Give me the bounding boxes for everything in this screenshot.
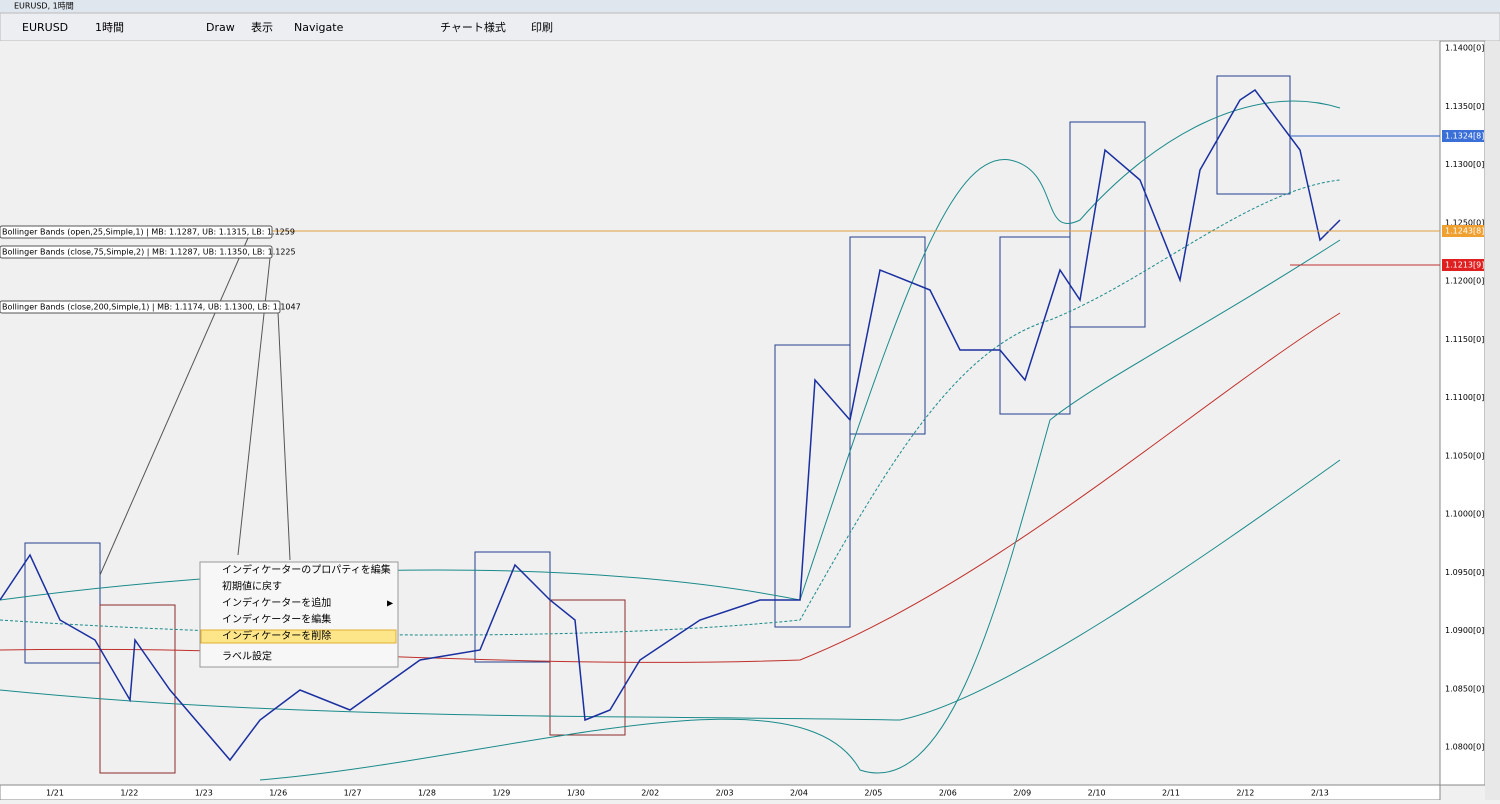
toolbar-item[interactable]: EURUSD	[22, 21, 68, 34]
menu-item[interactable]: インディケーターのプロパティを編集	[222, 563, 391, 576]
price-label: 1.1400[0]	[1445, 44, 1484, 53]
toolbar	[0, 12, 1500, 42]
price-label: 1.1100[0]	[1445, 393, 1484, 402]
indicator-label: Bollinger Bands (close,200,Simple,1) | M…	[2, 303, 301, 312]
indicator-label: Bollinger Bands (close,75,Simple,2) | MB…	[2, 248, 296, 257]
price-tag: 1.1213[9]	[1445, 261, 1484, 270]
price-tag-bg	[1442, 130, 1484, 142]
menu-item[interactable]: インディケーターを削除	[222, 629, 331, 642]
toolbar-item[interactable]: チャート様式	[440, 20, 506, 34]
title-bar	[0, 0, 1500, 13]
menu-item[interactable]: インディケーターを編集	[222, 613, 331, 626]
date-label: 1/23	[195, 789, 213, 798]
date-label: 1/21	[46, 789, 64, 798]
indicator-label-bg	[0, 225, 273, 239]
date-label: 1/30	[567, 789, 585, 798]
price-label: 1.0900[0]	[1445, 626, 1484, 635]
date-label: 2/04	[790, 789, 808, 798]
price-label: 1.0950[0]	[1445, 568, 1484, 577]
date-label: 2/06	[939, 789, 957, 798]
menu-item[interactable]: インディケーターを追加	[222, 596, 331, 609]
window-title: EURUSD, 1時間	[14, 2, 74, 11]
price-tag-bg	[1442, 225, 1484, 237]
price-label: 1.1150[0]	[1445, 335, 1484, 344]
plot-area	[0, 41, 1440, 785]
price-tag-bg	[1442, 259, 1484, 271]
toolbar-item[interactable]: 1時間	[95, 21, 124, 34]
date-label: 2/02	[641, 789, 659, 798]
date-label: 1/26	[269, 789, 287, 798]
date-label: 1/28	[418, 789, 436, 798]
indicator-label: Bollinger Bands (open,25,Simple,1) | MB:…	[2, 228, 295, 237]
price-label: 1.1300[0]	[1445, 160, 1484, 169]
scrollbar[interactable]	[1485, 41, 1500, 800]
price-label: 1.0800[0]	[1445, 743, 1484, 752]
toolbar-item[interactable]: Navigate	[294, 21, 344, 34]
toolbar-item[interactable]: 表示	[251, 20, 273, 34]
date-label: 2/12	[1236, 789, 1254, 798]
date-label: 1/22	[120, 789, 138, 798]
price-label: 1.1250[0]	[1445, 218, 1484, 227]
price-label: 1.1000[0]	[1445, 510, 1484, 519]
date-label: 2/05	[864, 789, 882, 798]
daily-boxes	[24, 75, 1291, 774]
price-label: 1.1350[0]	[1445, 102, 1484, 111]
date-label: 2/11	[1162, 789, 1180, 798]
toolbar-item[interactable]: Draw	[206, 21, 235, 34]
price-label: 1.0850[0]	[1445, 684, 1484, 693]
indicator-label-bg	[0, 300, 281, 314]
price-tag: 1.1324[8]	[1445, 132, 1484, 141]
date-label: 1/27	[344, 789, 362, 798]
menu-item[interactable]: ラベル設定	[222, 650, 272, 663]
menu-item[interactable]: 初期値に戻す	[222, 580, 282, 593]
date-label: 2/03	[716, 789, 734, 798]
date-label: 2/10	[1088, 789, 1106, 798]
date-label: 1/29	[492, 789, 510, 798]
date-label: 2/09	[1013, 789, 1031, 798]
submenu-arrow: ▶	[387, 599, 394, 608]
price-label: 1.1050[0]	[1445, 451, 1484, 460]
price-tag: 1.1243[8]	[1445, 227, 1484, 236]
context-menu	[199, 561, 399, 668]
price-axis	[1439, 40, 1486, 786]
indicator-label-bg	[0, 245, 273, 259]
price-label: 1.1200[0]	[1445, 277, 1484, 286]
price-line	[0, 88, 1341, 762]
date-label: 2/13	[1311, 789, 1329, 798]
toolbar-item[interactable]: 印刷	[531, 21, 553, 34]
